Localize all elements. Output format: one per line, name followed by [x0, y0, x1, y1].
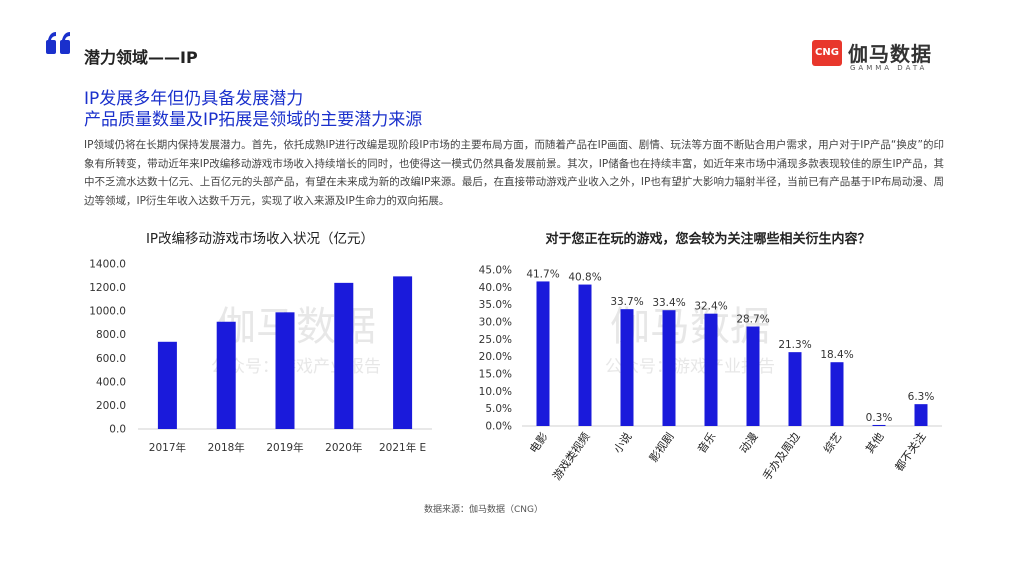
y-tick-label: 400.0	[96, 376, 126, 388]
y-tick-label: 40.0%	[479, 282, 512, 294]
x-category-label: 影视剧	[646, 430, 676, 465]
x-category-label: 综艺	[820, 430, 844, 456]
chart-title: IP改编移动游戏市场收入状况（亿元）	[146, 230, 374, 247]
logo-badge: CNG	[812, 40, 842, 66]
x-category-label: 电影	[527, 430, 550, 455]
x-category-label: 音乐	[694, 430, 718, 456]
bar	[536, 281, 550, 426]
x-category-label: 2021年 E	[379, 441, 426, 454]
x-category-label: 手办及周边	[759, 430, 802, 483]
bar	[872, 424, 886, 426]
bar	[746, 326, 760, 426]
x-category-label: 2018年	[208, 441, 245, 454]
headline-line-2: 产品质量数量及IP拓展是领域的主要潜力来源	[84, 110, 423, 130]
data-label: 40.8%	[568, 272, 601, 284]
watermark-main: 伽马数据	[610, 304, 770, 350]
data-label: 33.4%	[652, 297, 685, 309]
y-tick-label: 1400.0	[89, 259, 126, 271]
y-tick-label: 0.0%	[485, 421, 512, 433]
x-category-label: 游戏类视频	[549, 430, 592, 483]
quote-mark-icon	[46, 32, 70, 54]
bar	[620, 309, 634, 426]
x-category-label: 动漫	[736, 430, 760, 456]
x-category-label: 2017年	[149, 441, 186, 454]
y-tick-label: 45.0%	[479, 265, 512, 277]
y-tick-label: 800.0	[96, 329, 126, 341]
y-tick-label: 25.0%	[479, 334, 512, 346]
bar	[578, 284, 592, 426]
data-label: 21.3%	[778, 339, 811, 351]
y-tick-label: 600.0	[96, 353, 126, 365]
y-tick-label: 1200.0	[89, 282, 126, 294]
y-tick-label: 0.0	[109, 424, 126, 436]
watermark-sub: 公众号：游戏产业报告	[605, 357, 775, 377]
x-category-label: 都不关注	[892, 430, 929, 474]
data-label: 33.7%	[610, 296, 643, 308]
data-label: 32.4%	[694, 301, 727, 313]
bar	[662, 310, 676, 426]
bar	[157, 341, 177, 429]
bar	[914, 404, 928, 426]
bar	[393, 276, 413, 429]
body-paragraph: IP领域仍将在长期内保持发展潜力。首先，依托成熟IP进行改编是现阶段IP市场的主…	[84, 139, 944, 207]
data-label: 6.3%	[908, 391, 935, 403]
data-label: 28.7%	[736, 314, 769, 326]
x-category-label: 其他	[863, 430, 886, 455]
logo: CNG 伽马数据 GAMMA DATA	[812, 38, 972, 78]
logo-name: 伽马数据	[848, 42, 932, 66]
bar	[216, 321, 236, 429]
data-source: 数据来源：伽马数据（CNG）	[424, 505, 543, 515]
bar	[830, 362, 844, 426]
y-tick-label: 5.0%	[485, 403, 512, 415]
chart-title: 对于您正在玩的游戏，您会较为关注哪些相关衍生内容？	[545, 231, 870, 247]
x-category-label: 小说	[610, 430, 634, 456]
data-label: 18.4%	[820, 349, 853, 361]
x-category-label: 2019年	[266, 441, 303, 454]
bar	[334, 282, 354, 429]
y-tick-label: 1000.0	[89, 306, 126, 318]
section-title: 潜力领域——IP	[84, 48, 198, 67]
logo-en: GAMMA DATA	[850, 64, 928, 72]
y-tick-label: 30.0%	[479, 317, 512, 329]
y-tick-label: 10.0%	[479, 386, 512, 398]
y-tick-label: 15.0%	[479, 369, 512, 381]
bar	[275, 312, 295, 429]
bar	[788, 352, 802, 426]
headline-line-1: IP发展多年但仍具备发展潜力	[84, 89, 304, 109]
x-category-label: 2020年	[325, 441, 362, 454]
y-tick-label: 200.0	[96, 400, 126, 412]
y-tick-label: 35.0%	[479, 299, 512, 311]
y-tick-label: 20.0%	[479, 351, 512, 363]
bar	[704, 313, 718, 426]
data-label: 0.3%	[866, 412, 893, 424]
data-label: 41.7%	[526, 268, 559, 280]
